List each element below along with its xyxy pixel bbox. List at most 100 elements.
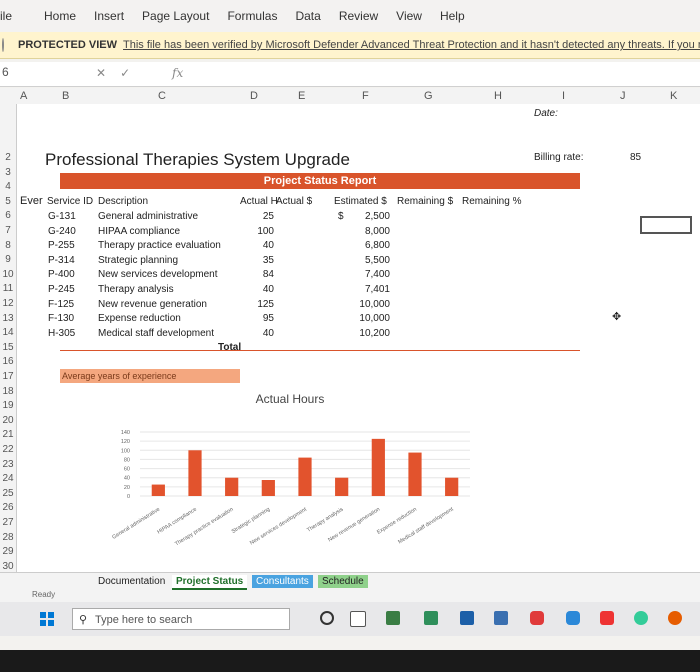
service-id-cell[interactable]: P-314 xyxy=(48,254,75,266)
row-header[interactable]: 7 xyxy=(5,225,11,236)
row-header[interactable]: 4 xyxy=(5,181,11,193)
estimated-cell[interactable]: 7,401 xyxy=(364,284,390,295)
row-header[interactable]: 3 xyxy=(5,166,11,178)
actual-hours-cell[interactable]: 95 xyxy=(262,313,274,325)
chrome-icon[interactable] xyxy=(634,611,648,625)
app-icon[interactable] xyxy=(386,611,400,625)
chart-bar[interactable] xyxy=(408,452,422,496)
service-id-cell[interactable]: F-130 xyxy=(48,313,75,325)
service-id-cell[interactable]: H-305 xyxy=(48,327,76,339)
tab-page-layout[interactable]: Page Layout xyxy=(142,9,210,23)
windows-start-icon[interactable] xyxy=(40,612,54,626)
tab-view[interactable]: View xyxy=(396,9,422,23)
billing-rate-value[interactable]: 85 xyxy=(630,152,642,163)
row-header[interactable]: 15 xyxy=(2,341,14,353)
sheet-tab-consultants[interactable]: Consultants xyxy=(252,575,313,588)
description-cell[interactable]: Expense reduction xyxy=(98,313,181,325)
actual-hours-cell[interactable]: 40 xyxy=(262,240,274,252)
row-header[interactable]: 5 xyxy=(5,195,11,207)
col-header-i[interactable]: I xyxy=(562,90,566,102)
col-header-f[interactable]: F xyxy=(362,90,369,102)
chart-bar[interactable] xyxy=(151,484,165,496)
description-cell[interactable]: Medical staff development xyxy=(98,327,214,339)
actual-hours-cell[interactable]: 125 xyxy=(257,298,274,310)
row-header[interactable]: 6 xyxy=(5,210,11,222)
row-header[interactable]: 9 xyxy=(5,254,11,266)
cancel-icon[interactable]: ✕ xyxy=(96,66,121,80)
estimated-cell[interactable]: 2,500 xyxy=(364,211,390,222)
service-id-cell[interactable]: G-240 xyxy=(48,225,76,237)
row-header[interactable]: 24 xyxy=(2,473,14,485)
col-header-c[interactable]: C xyxy=(158,90,166,102)
row-header[interactable]: 14 xyxy=(2,327,14,339)
row-header[interactable]: 12 xyxy=(2,298,14,309)
row-header[interactable]: 30 xyxy=(2,560,14,572)
row-header[interactable]: 8 xyxy=(5,239,11,251)
actual-hours-cell[interactable]: 40 xyxy=(262,284,274,295)
chart-bar[interactable] xyxy=(371,438,385,496)
col-header-j[interactable]: J xyxy=(620,90,626,102)
estimated-cell[interactable]: 10,000 xyxy=(359,313,390,325)
row-header[interactable]: 17 xyxy=(2,371,14,382)
row-header[interactable]: 10 xyxy=(2,268,14,280)
selected-cell[interactable] xyxy=(640,216,692,234)
actual-hours-cell[interactable]: 40 xyxy=(262,327,274,339)
row-header[interactable]: 29 xyxy=(2,546,14,558)
col-header-e[interactable]: E xyxy=(298,90,306,102)
row-header[interactable]: 2 xyxy=(5,152,11,163)
tab-review[interactable]: Review xyxy=(338,9,379,23)
chart-bar[interactable] xyxy=(261,480,275,496)
actual-hours-cell[interactable]: 84 xyxy=(262,269,274,281)
description-cell[interactable]: General administrative xyxy=(98,211,199,222)
tab-home[interactable]: Home xyxy=(44,9,77,23)
media-icon[interactable] xyxy=(600,611,614,625)
actual-hours-cell[interactable]: 25 xyxy=(262,211,274,222)
sheet-tab-schedule[interactable]: Schedule xyxy=(318,575,368,588)
col-header-d[interactable]: D xyxy=(250,90,258,102)
service-id-cell[interactable]: F-125 xyxy=(48,298,75,310)
row-header[interactable]: 19 xyxy=(2,400,14,412)
row-header[interactable]: 27 xyxy=(2,517,14,528)
description-cell[interactable]: New services development xyxy=(98,269,218,281)
estimated-cell[interactable]: 10,200 xyxy=(359,327,390,339)
estimated-cell[interactable]: 6,800 xyxy=(364,240,390,252)
col-header-h[interactable]: H xyxy=(494,90,502,102)
tab-data[interactable]: Data xyxy=(295,9,321,23)
actual-hours-cell[interactable]: 100 xyxy=(257,225,274,237)
cortana-icon[interactable] xyxy=(320,611,334,625)
office-icon[interactable] xyxy=(530,611,544,625)
store-icon[interactable] xyxy=(424,611,438,625)
description-cell[interactable]: HIPAA compliance xyxy=(98,225,181,237)
service-id-cell[interactable]: P-245 xyxy=(48,284,75,295)
task-view-icon[interactable] xyxy=(350,611,366,627)
estimated-cell[interactable]: 8,000 xyxy=(364,225,390,237)
chart-bar[interactable] xyxy=(445,477,459,496)
actual-hours-chart[interactable]: Actual Hours 140 120 100 80 60 40 20 0 General … xyxy=(60,388,480,564)
description-cell[interactable]: Therapy practice evaluation xyxy=(98,240,221,252)
estimated-cell[interactable]: 10,000 xyxy=(359,298,390,310)
row-header[interactable]: 23 xyxy=(2,458,14,470)
name-box[interactable]: 6 xyxy=(2,65,9,79)
estimated-cell[interactable]: 7,400 xyxy=(364,269,390,281)
row-header[interactable]: 21 xyxy=(2,429,14,441)
estimated-cell[interactable]: 5,500 xyxy=(364,254,390,266)
row-header[interactable]: 11 xyxy=(2,283,14,295)
row-header[interactable]: 20 xyxy=(2,414,14,426)
row-header[interactable]: 25 xyxy=(2,487,14,499)
col-header-k[interactable]: K xyxy=(670,90,678,102)
insert-function-icon[interactable]: fx xyxy=(172,66,184,80)
taskbar-search-input[interactable]: ⚲ Type here to search xyxy=(72,608,290,630)
tab-formulas[interactable]: Formulas xyxy=(227,9,278,23)
chart-bar[interactable] xyxy=(188,450,202,496)
col-header-g[interactable]: G xyxy=(424,90,433,102)
row-header[interactable]: 22 xyxy=(2,444,14,455)
chart-bar[interactable] xyxy=(335,477,349,496)
row-header[interactable]: 13 xyxy=(2,312,14,324)
row-header[interactable]: 26 xyxy=(2,502,14,514)
protected-view-message[interactable]: This file has been verified by Microsoft… xyxy=(123,39,700,51)
row-header[interactable]: 28 xyxy=(2,531,14,543)
service-id-cell[interactable]: G-131 xyxy=(48,211,76,222)
row-header[interactable]: 16 xyxy=(2,356,14,368)
sheet-tab-project-status[interactable]: Project Status xyxy=(172,575,248,590)
chart-bar[interactable] xyxy=(225,477,239,496)
